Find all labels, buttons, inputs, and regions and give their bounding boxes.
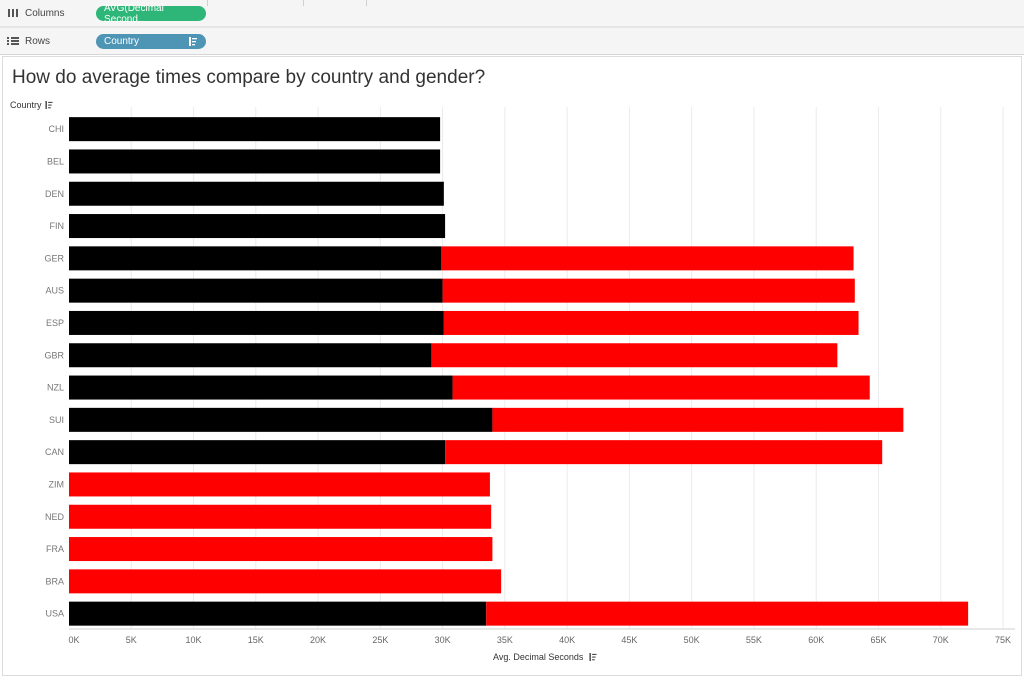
rows-dimension-pill[interactable]: Country [96, 34, 206, 49]
category-label: CAN [45, 447, 64, 457]
x-axis-label: Avg. Decimal Seconds [493, 652, 584, 662]
bar [69, 537, 493, 562]
x-axis-title[interactable]: Avg. Decimal Seconds [493, 652, 597, 662]
bar [69, 407, 493, 432]
category-label: NED [45, 512, 65, 522]
x-tick-label: 65K [870, 635, 886, 645]
x-tick-label: 0K [68, 635, 79, 645]
bar [431, 343, 838, 368]
x-tick-label: 10K [186, 635, 202, 645]
bar [69, 504, 492, 529]
x-tick-label: 50K [684, 635, 700, 645]
columns-measure-pill[interactable]: AVG(Decimal Second.. [96, 3, 206, 25]
chart-title: How do average times compare by country … [12, 67, 486, 88]
shelf-separator [0, 26, 1024, 28]
bar [69, 310, 444, 335]
bar [69, 343, 432, 368]
x-tick-label: 15K [248, 635, 264, 645]
bar [69, 246, 442, 271]
bar [443, 310, 859, 335]
shelf-divider [366, 0, 367, 6]
viz-pane: How do average times compare by country … [2, 56, 1022, 676]
columns-shelf-title: Columns [25, 7, 65, 19]
bar [69, 181, 444, 206]
bar [69, 375, 453, 400]
rows-dimension-pill-label: Country [104, 36, 140, 47]
columns-icon [8, 9, 18, 17]
category-label: BRA [45, 576, 64, 586]
bar [442, 278, 855, 303]
country-row-header-label: Country [10, 100, 42, 110]
category-label: FRA [46, 544, 64, 554]
sort-descending-icon [189, 37, 197, 46]
rows-shelf-title: Rows [25, 35, 51, 47]
shelf-divider [303, 0, 304, 6]
x-tick-label: 35K [497, 635, 513, 645]
x-tick-label: 45K [621, 635, 637, 645]
x-tick-label: 60K [808, 635, 824, 645]
bar [486, 601, 969, 626]
bar [492, 407, 904, 432]
category-label: SUI [49, 415, 64, 425]
bar [441, 246, 854, 271]
category-label: ESP [46, 318, 64, 328]
bar [69, 149, 441, 174]
category-label: NZL [47, 383, 64, 393]
x-tick-label: 25K [372, 635, 388, 645]
bar [69, 214, 446, 239]
x-tick-label: 20K [310, 635, 326, 645]
columns-shelf: Columns AVG(Decimal Second.. [0, 0, 1024, 27]
country-row-header[interactable]: Country [10, 100, 53, 110]
x-tick-label: 30K [435, 635, 451, 645]
bar [69, 569, 502, 594]
columns-shelf-label-area: Columns [0, 0, 95, 26]
bar [69, 440, 446, 465]
bar [69, 601, 487, 626]
category-label: BEL [47, 156, 64, 166]
bar [445, 440, 883, 465]
bar [69, 278, 443, 303]
category-label: FIN [50, 221, 65, 231]
x-tick-label: 40K [559, 635, 575, 645]
category-label: GBR [44, 350, 64, 360]
category-label: USA [45, 609, 64, 619]
category-label: ZIM [49, 479, 65, 489]
category-label: GER [44, 253, 64, 263]
bar-chart: 0K 5K 10K 15K 20K 25K 30K 35K 40K 45K 50K 55K 60K 65K… [44, 107, 1015, 645]
rows-shelf: Rows Country [0, 28, 1024, 55]
rows-icon [7, 37, 19, 45]
rows-shelf-label-area: Rows [0, 28, 95, 54]
x-tick-label: 75K [995, 635, 1011, 645]
sort-icon [44, 101, 53, 109]
category-label: AUS [45, 286, 64, 296]
shelf-divider [207, 0, 208, 6]
bar [69, 472, 490, 497]
columns-measure-pill-label: AVG(Decimal Second.. [104, 2, 164, 25]
category-label: DEN [45, 189, 64, 199]
bar [452, 375, 870, 400]
x-tick-label: 55K [746, 635, 762, 645]
category-label: CHI [49, 124, 65, 134]
bar [69, 117, 441, 142]
sort-icon [589, 653, 597, 661]
x-tick-label: 70K [933, 635, 949, 645]
x-tick-label: 5K [126, 635, 137, 645]
